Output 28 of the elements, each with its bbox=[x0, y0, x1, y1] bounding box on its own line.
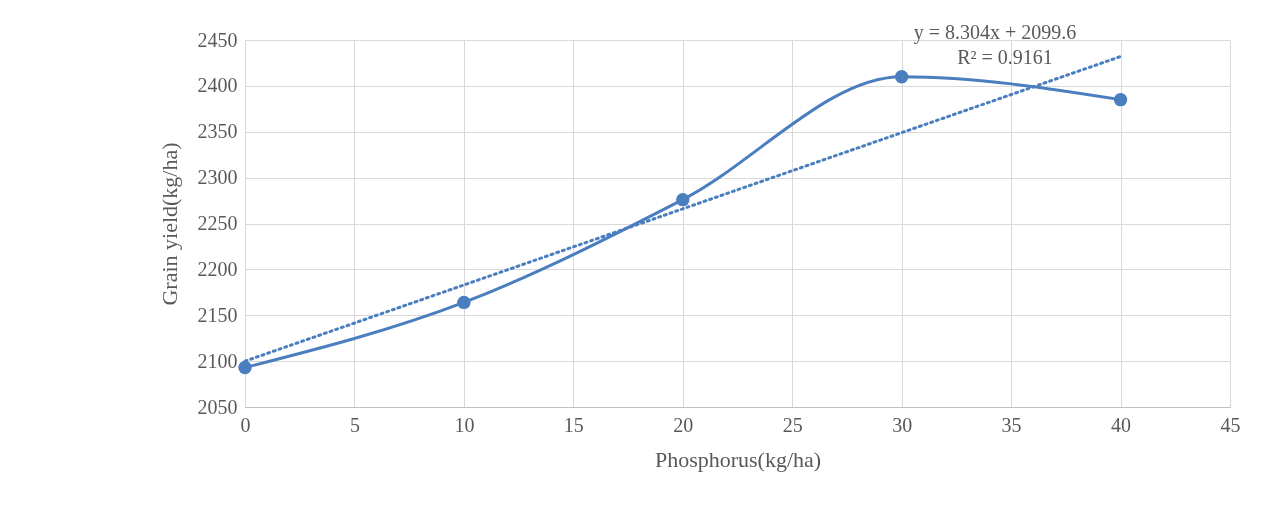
y-tick-label: 2050 bbox=[197, 395, 238, 418]
x-axis-title: Phosphorus(kg/ha) bbox=[654, 446, 822, 472]
x-tick-label: 25 bbox=[782, 413, 803, 436]
x-tick-label: 0 bbox=[240, 413, 251, 436]
annotation: y = 8.304x + 2099.6 bbox=[913, 21, 1077, 44]
y-tick-label: 2250 bbox=[197, 212, 238, 234]
x-tick-label: 20 bbox=[673, 413, 694, 436]
y-axis-title: Grain yield(kg/ha) bbox=[156, 142, 182, 306]
y-tick-label: 2450 bbox=[197, 28, 238, 51]
x-tick-label: 40 bbox=[1111, 413, 1132, 436]
point bbox=[676, 192, 690, 207]
y-tick-label: 2200 bbox=[197, 257, 238, 280]
x-tick-label: 10 bbox=[454, 413, 475, 436]
x-tick-label: 45 bbox=[1220, 413, 1241, 436]
x-tick-label: 5 bbox=[349, 413, 360, 436]
x-tick-label: 30 bbox=[892, 413, 913, 436]
y-tick-label: 2350 bbox=[197, 120, 238, 143]
point bbox=[457, 295, 471, 310]
y-tick-label: 2300 bbox=[197, 166, 238, 189]
y-tick-label: 2400 bbox=[197, 74, 238, 97]
y-tick-label: 2100 bbox=[197, 349, 238, 372]
point bbox=[1113, 92, 1128, 107]
point bbox=[894, 70, 909, 84]
y-tick-label: 2150 bbox=[197, 303, 238, 326]
annotation: R² = 0.9161 bbox=[957, 46, 1053, 68]
x-tick-label: 15 bbox=[563, 413, 584, 436]
point bbox=[238, 360, 252, 375]
x-tick-label: 35 bbox=[1001, 413, 1022, 436]
